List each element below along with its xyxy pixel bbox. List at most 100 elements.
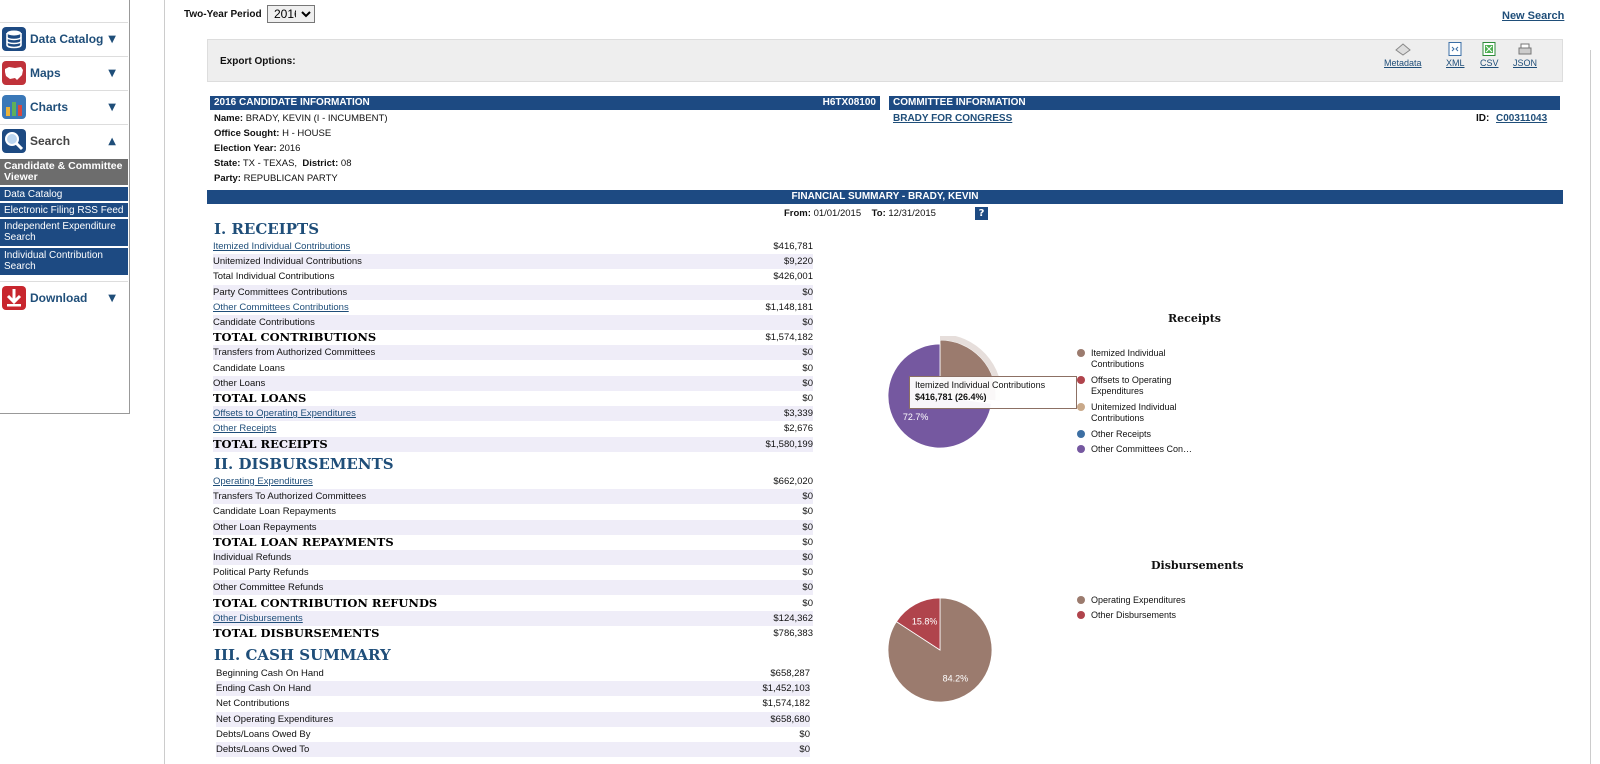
metadata-icon [1394, 43, 1411, 56]
receipts-heading: I. RECEIPTS [214, 220, 320, 238]
legend-swatch [1077, 349, 1085, 357]
committee-info-header: COMMITTEE INFORMATION [889, 96, 1560, 110]
us-map-icon [2, 61, 26, 85]
row-label: Candidate Loans [213, 362, 285, 374]
party-line: Party: REPUBLICAN PARTY [214, 173, 338, 184]
xml-file-icon [1448, 42, 1462, 56]
row-label: Political Party Refunds [213, 567, 309, 579]
name-label: Name: [214, 113, 244, 124]
export-xml[interactable]: XML [1446, 42, 1465, 68]
legend-label: Itemized Individual Contributions [1091, 348, 1166, 369]
row-value: $0 [802, 521, 813, 533]
row-label: TOTAL RECEIPTS [213, 436, 328, 451]
table-row: Transfers from Authorized Committees $0 [213, 345, 813, 361]
candidate-name: BRADY, KEVIN (I - INCUMBENT) [245, 113, 388, 124]
row-value: $1,574,182 [765, 332, 813, 344]
export-csv[interactable]: CSV [1480, 42, 1499, 68]
sidebar: Data Catalog ▼ Maps ▼ Charts ▼ Search ▲ … [0, 0, 130, 414]
nav-download[interactable]: Download ▼ [0, 281, 128, 314]
row-value: $1,580,199 [765, 438, 813, 450]
row-label: TOTAL CONTRIBUTION REFUNDS [213, 595, 438, 610]
candidate-id: H6TX08100 [822, 97, 876, 108]
table-row[interactable]: Other Receipts $2,676 [213, 421, 813, 436]
row-label: Transfers from Authorized Committees [213, 347, 376, 359]
table-row: Other Loans $0 [213, 375, 813, 391]
table-row: Individual Refunds $0 [213, 550, 813, 565]
row-label: TOTAL LOANS [213, 391, 307, 405]
office-sought-line: Office Sought: H - HOUSE [214, 128, 331, 139]
row-value: $0 [799, 744, 810, 755]
row-link[interactable]: Offsets to Operating Expenditures [213, 408, 356, 420]
row-value: $0 [802, 567, 813, 579]
table-row: Unitemized Individual Contributions $9,22… [213, 254, 813, 270]
pie-slice[interactable] [895, 597, 941, 651]
disbursements-pie-chart[interactable]: 84.2% 15.8% [880, 590, 1000, 710]
candidate-info-header: 2016 CANDIDATE INFORMATION H6TX08100 [210, 96, 880, 110]
table-row[interactable]: Operating Expenditures $662,020 [213, 474, 813, 489]
table-row[interactable]: Offsets to Operating Expenditures $3,339 [213, 406, 813, 422]
disbursements-chart-title: Disbursements [1151, 559, 1244, 572]
help-icon[interactable]: ? [975, 207, 988, 220]
district-label: District: [302, 158, 339, 169]
chart-tooltip: Itemized Individual Contributions $416,7… [909, 376, 1077, 409]
row-label: Debts/Loans Owed By [216, 728, 311, 740]
legend-label: Other Committees Con… [1091, 444, 1193, 454]
export-metadata[interactable]: Metadata [1384, 42, 1422, 68]
election-year-line: Election Year: 2016 [214, 143, 300, 154]
nav-search[interactable]: Search ▲ [0, 124, 128, 157]
row-value: $658,680 [770, 713, 810, 725]
subnav-candidate-committee-viewer[interactable]: Candidate & Committee Viewer [0, 159, 128, 186]
row-value: $0 [802, 317, 813, 328]
pie-slice[interactable] [887, 597, 993, 703]
row-label: TOTAL CONTRIBUTIONS [213, 330, 377, 345]
export-label: Metadata [1384, 58, 1422, 68]
table-row: Other Committee Refunds $0 [213, 580, 813, 596]
subnav-individual-contribution-search[interactable]: Individual Contribution Search [0, 248, 128, 276]
table-row[interactable]: Itemized Individual Contributions $416,78… [213, 239, 813, 254]
table-row[interactable]: Other Committees Contributions $1,148,181 [213, 300, 813, 315]
row-value: $0 [802, 362, 813, 374]
export-options-bar: Export Options: Metadata XML CSV JSON [207, 39, 1563, 82]
row-label: Candidate Contributions [213, 317, 315, 328]
row-label: TOTAL DISBURSEMENTS [213, 626, 380, 640]
legend-swatch [1077, 376, 1085, 384]
row-label: Net Operating Expenditures [216, 713, 334, 725]
row-value: $2,676 [783, 423, 813, 435]
table-row: Candidate Loan Repayments $0 [213, 504, 813, 519]
subnav-rss-feed[interactable]: Electronic Filing RSS Feed [0, 203, 128, 218]
party-value: REPUBLICAN PARTY [243, 173, 338, 184]
committee-id-link[interactable]: C00311043 [1496, 113, 1548, 124]
two-year-period-select[interactable]: 2016 [267, 5, 315, 23]
nav-data-catalog[interactable]: Data Catalog ▼ [0, 22, 128, 55]
export-json[interactable]: JSON [1513, 42, 1537, 68]
row-value: $0 [802, 491, 813, 503]
nav-charts[interactable]: Charts ▼ [0, 90, 128, 123]
caret-down-icon: ▼ [108, 101, 116, 113]
row-link[interactable]: Other Receipts [213, 423, 277, 435]
row-value: $0 [802, 347, 813, 359]
total-row: TOTAL LOAN REPAYMENTS $0 [213, 535, 813, 550]
row-link[interactable]: Other Committees Contributions [213, 301, 349, 313]
committee-name-link[interactable]: BRADY FOR CONGRESS [893, 113, 1013, 124]
json-file-icon [1518, 43, 1532, 55]
legend-swatch [1077, 430, 1085, 438]
disbursements-heading: II. DISBURSEMENTS [214, 455, 394, 473]
download-icon [2, 286, 26, 310]
row-link[interactable]: Operating Expenditures [213, 476, 313, 487]
caret-down-icon: ▼ [108, 33, 116, 45]
caret-down-icon: ▼ [108, 67, 116, 79]
row-link[interactable]: Other Disbursements [213, 612, 303, 624]
row-label: Unitemized Individual Contributions [213, 256, 362, 268]
from-date: 01/01/2015 [813, 208, 862, 219]
nav-maps[interactable]: Maps ▼ [0, 56, 128, 89]
table-row[interactable]: Other Disbursements $124,362 [213, 610, 813, 626]
new-search-link[interactable]: New Search [1502, 10, 1565, 22]
state-value: TX - TEXAS, [242, 158, 298, 169]
subnav-data-catalog[interactable]: Data Catalog [0, 187, 128, 202]
row-value: $0 [802, 552, 813, 563]
subnav-independent-expenditure-search[interactable]: Independent Expenditure Search [0, 219, 128, 247]
database-icon [2, 27, 26, 51]
content-left-border [164, 0, 165, 764]
row-link[interactable]: Itemized Individual Contributions [213, 241, 351, 252]
row-label: Other Loan Repayments [213, 521, 317, 533]
